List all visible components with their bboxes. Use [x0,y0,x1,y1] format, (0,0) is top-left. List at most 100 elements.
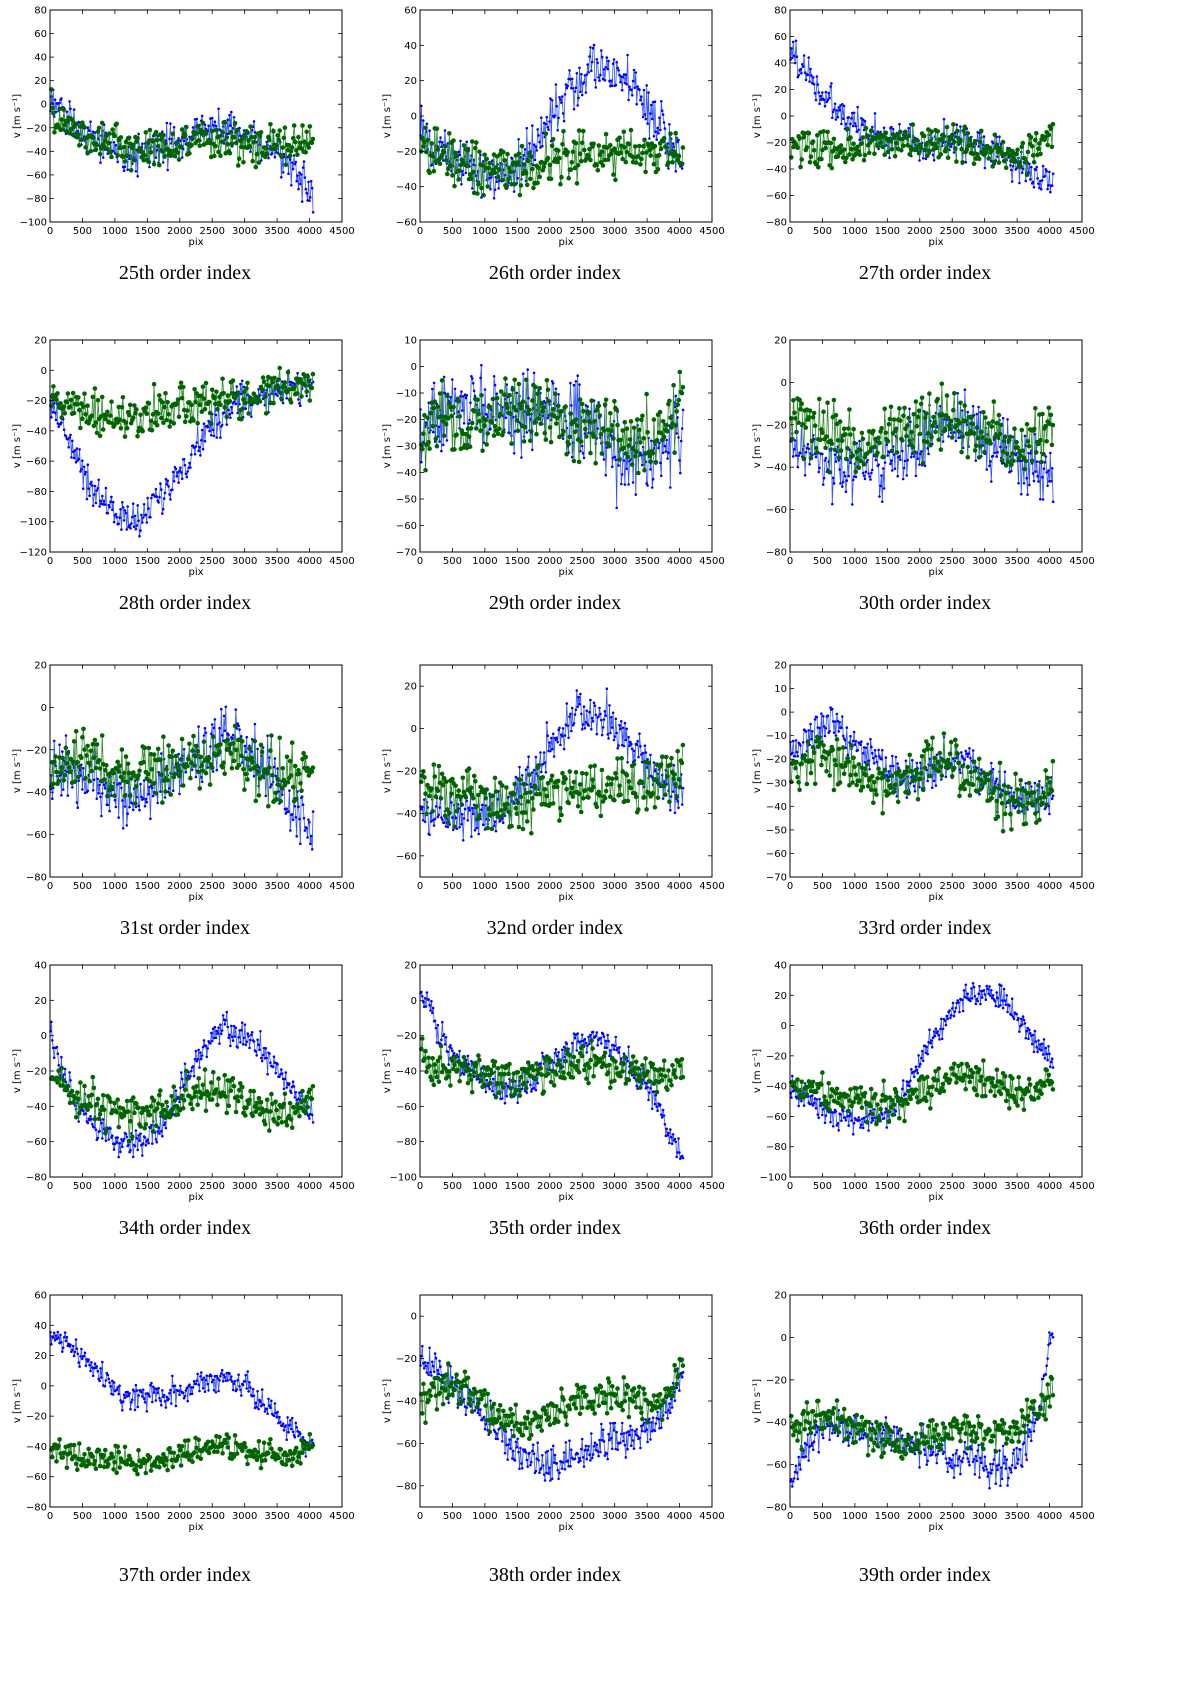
data-point [128,776,134,781]
data-point [259,749,265,755]
data-point [487,160,493,166]
data-point [1051,500,1055,503]
data-point [897,766,900,770]
data-point [492,375,496,378]
data-point [135,524,139,527]
data-point [475,191,480,196]
data-point [195,123,200,129]
data-point [141,759,146,765]
data-point [500,177,505,183]
data-point [832,108,836,111]
data-point [810,139,816,144]
data-point [139,529,142,532]
data-point [289,383,292,387]
data-point [929,419,932,423]
data-point [512,182,517,187]
data-point [818,726,821,730]
x-tick-label: 2500 [939,556,964,567]
data-point [1036,146,1041,152]
data-point [95,398,101,403]
data-point [642,467,647,473]
data-point [92,493,96,496]
data-point [821,743,826,748]
data-point [608,142,613,148]
data-point [563,93,567,96]
data-point [111,770,116,776]
data-point [671,790,675,793]
data-point [799,744,802,747]
data-point [570,149,576,155]
data-point [50,105,55,111]
data-point [298,402,301,405]
data-point [473,828,477,832]
data-point [492,824,496,828]
data-point [470,835,473,838]
data-point [891,417,897,422]
data-point [273,155,277,159]
data-point [975,435,981,441]
data-point [826,714,830,717]
data-point [473,394,477,398]
data-point [480,448,485,453]
data-point [935,753,939,757]
data-point [244,407,248,410]
data-point [1043,174,1047,178]
data-point [474,174,478,178]
data-point [960,409,964,412]
data-point [990,419,995,424]
data-point [279,154,285,160]
data-point [831,397,837,403]
data-point [485,825,490,831]
data-point [236,722,239,725]
data-point [855,144,860,150]
data-point [891,764,895,768]
data-point [474,140,479,145]
data-point [614,458,618,462]
data-point [466,819,470,822]
data-point [971,749,975,752]
data-point [790,436,795,442]
data-point [672,764,676,767]
data-point [628,459,631,463]
data-point [619,80,622,84]
data-point [495,431,501,437]
data-point [618,150,623,156]
data-point [54,769,59,775]
data-point [939,381,945,387]
data-point [452,183,457,189]
data-point [134,139,139,144]
data-point [855,456,860,461]
data-point [657,132,660,135]
data-point [972,448,978,453]
data-point [301,750,306,756]
data-point [116,160,119,164]
data-point [245,777,250,782]
data-point [976,156,982,162]
data-point [135,434,140,439]
data-point [972,139,978,144]
data-point [301,803,305,806]
data-point [149,767,155,772]
data-point [577,151,583,156]
data-point [591,784,596,790]
data-point [939,137,945,143]
data-point [605,157,611,162]
data-point [675,748,680,754]
data-point [1018,181,1021,185]
data-point [280,766,286,771]
x-tick-label: 2000 [167,226,192,237]
data-point [585,709,589,713]
data-point [120,154,126,160]
data-point [879,484,882,488]
data-point [615,731,618,735]
data-point [883,430,889,436]
data-point [213,120,217,123]
data-point [583,426,588,432]
x-tick-label: 4500 [329,881,354,892]
data-point [482,423,487,428]
data-point [602,68,606,71]
data-point [250,129,254,132]
data-point [284,754,290,760]
data-point [122,434,128,439]
data-point [124,511,128,515]
